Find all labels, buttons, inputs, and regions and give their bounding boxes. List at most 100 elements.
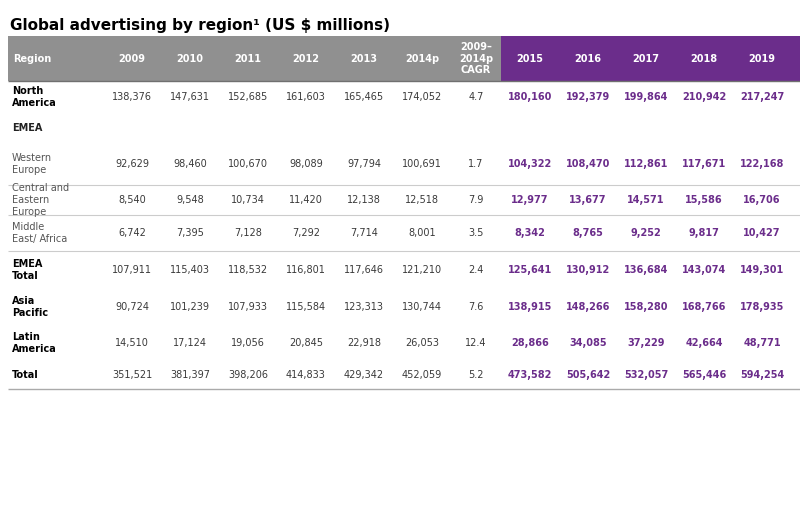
Text: North
America: North America — [12, 86, 57, 108]
Text: 2018: 2018 — [690, 53, 718, 64]
Text: 149,301: 149,301 — [740, 265, 784, 275]
Text: 22,918: 22,918 — [347, 338, 381, 348]
Text: 174,052: 174,052 — [402, 92, 442, 102]
Text: 104,322: 104,322 — [508, 159, 552, 169]
Text: 3.5: 3.5 — [468, 228, 484, 238]
Text: 138,915: 138,915 — [508, 302, 552, 312]
Text: 178,935: 178,935 — [740, 302, 784, 312]
Text: 2010: 2010 — [177, 53, 203, 64]
Bar — [8, 185, 800, 215]
Text: 210,942: 210,942 — [682, 92, 726, 102]
Bar — [8, 361, 800, 389]
Bar — [8, 361, 800, 365]
Text: 398,206: 398,206 — [228, 370, 268, 380]
Text: 12,518: 12,518 — [405, 195, 439, 205]
Text: 100,691: 100,691 — [402, 159, 442, 169]
Text: 217,247: 217,247 — [740, 92, 784, 102]
Text: 429,342: 429,342 — [344, 370, 384, 380]
Text: 5.2: 5.2 — [468, 370, 484, 380]
Text: 116,801: 116,801 — [286, 265, 326, 275]
Text: Western
Europe: Western Europe — [12, 153, 52, 175]
Bar — [8, 325, 800, 361]
Text: 2016: 2016 — [574, 53, 602, 64]
Bar — [8, 215, 800, 251]
Text: 7,292: 7,292 — [292, 228, 320, 238]
Text: 11,420: 11,420 — [289, 195, 323, 205]
Text: 7,128: 7,128 — [234, 228, 262, 238]
Text: 117,671: 117,671 — [682, 159, 726, 169]
Text: 112,861: 112,861 — [624, 159, 668, 169]
Text: 1.7: 1.7 — [468, 159, 484, 169]
Text: 148,266: 148,266 — [566, 302, 610, 312]
Text: 9,252: 9,252 — [630, 228, 662, 238]
Text: 452,059: 452,059 — [402, 370, 442, 380]
Text: 138,376: 138,376 — [112, 92, 152, 102]
Text: 118,532: 118,532 — [228, 265, 268, 275]
Text: 2.4: 2.4 — [468, 265, 484, 275]
Text: 121,210: 121,210 — [402, 265, 442, 275]
Text: 14,510: 14,510 — [115, 338, 149, 348]
Text: 48,771: 48,771 — [743, 338, 781, 348]
Text: 2019: 2019 — [749, 53, 775, 64]
Text: 16,706: 16,706 — [743, 195, 781, 205]
Bar — [8, 289, 800, 325]
Text: 192,379: 192,379 — [566, 92, 610, 102]
Text: 2017: 2017 — [633, 53, 659, 64]
Text: 2013: 2013 — [350, 53, 378, 64]
Text: 14,571: 14,571 — [627, 195, 665, 205]
Text: 130,744: 130,744 — [402, 302, 442, 312]
Text: Central and
Eastern
Europe: Central and Eastern Europe — [12, 183, 69, 217]
Bar — [8, 289, 800, 293]
Text: 2014p: 2014p — [405, 53, 439, 64]
Text: 8,765: 8,765 — [573, 228, 603, 238]
Text: 2009: 2009 — [118, 53, 146, 64]
Text: 199,864: 199,864 — [624, 92, 668, 102]
Text: 8,001: 8,001 — [408, 228, 436, 238]
Text: 19,056: 19,056 — [231, 338, 265, 348]
Text: 42,664: 42,664 — [686, 338, 722, 348]
Text: 6,742: 6,742 — [118, 228, 146, 238]
Text: 115,584: 115,584 — [286, 302, 326, 312]
Bar — [8, 113, 800, 117]
Text: 9,817: 9,817 — [689, 228, 719, 238]
Text: 7.9: 7.9 — [468, 195, 484, 205]
Text: 9,548: 9,548 — [176, 195, 204, 205]
Bar — [8, 36, 501, 81]
Text: 158,280: 158,280 — [624, 302, 668, 312]
Text: 7,714: 7,714 — [350, 228, 378, 238]
Text: 7.6: 7.6 — [468, 302, 484, 312]
Bar — [8, 143, 800, 185]
Text: 98,460: 98,460 — [173, 159, 207, 169]
Bar — [8, 81, 800, 113]
Text: 532,057: 532,057 — [624, 370, 668, 380]
Text: 136,684: 136,684 — [624, 265, 668, 275]
Text: 28,866: 28,866 — [511, 338, 549, 348]
Text: 125,641: 125,641 — [508, 265, 552, 275]
Text: 26,053: 26,053 — [405, 338, 439, 348]
Text: 12,138: 12,138 — [347, 195, 381, 205]
Text: 473,582: 473,582 — [508, 370, 552, 380]
Text: 34,085: 34,085 — [569, 338, 607, 348]
Text: 4.7: 4.7 — [468, 92, 484, 102]
Text: 7,395: 7,395 — [176, 228, 204, 238]
Text: Region: Region — [13, 53, 51, 64]
Text: 17,124: 17,124 — [173, 338, 207, 348]
Text: 15,586: 15,586 — [685, 195, 723, 205]
Text: 165,465: 165,465 — [344, 92, 384, 102]
Text: 8,342: 8,342 — [514, 228, 546, 238]
Bar — [501, 36, 800, 81]
Text: EMEA: EMEA — [12, 123, 42, 133]
Text: 2015: 2015 — [517, 53, 543, 64]
Text: EMEA
Total: EMEA Total — [12, 259, 42, 281]
Text: 8,540: 8,540 — [118, 195, 146, 205]
Text: 98,089: 98,089 — [289, 159, 323, 169]
Text: 161,603: 161,603 — [286, 92, 326, 102]
Text: 10,427: 10,427 — [743, 228, 781, 238]
Text: 20,845: 20,845 — [289, 338, 323, 348]
Text: 117,646: 117,646 — [344, 265, 384, 275]
Bar — [8, 113, 800, 143]
Text: 115,403: 115,403 — [170, 265, 210, 275]
Text: 505,642: 505,642 — [566, 370, 610, 380]
Text: 12.4: 12.4 — [466, 338, 486, 348]
Text: 123,313: 123,313 — [344, 302, 384, 312]
